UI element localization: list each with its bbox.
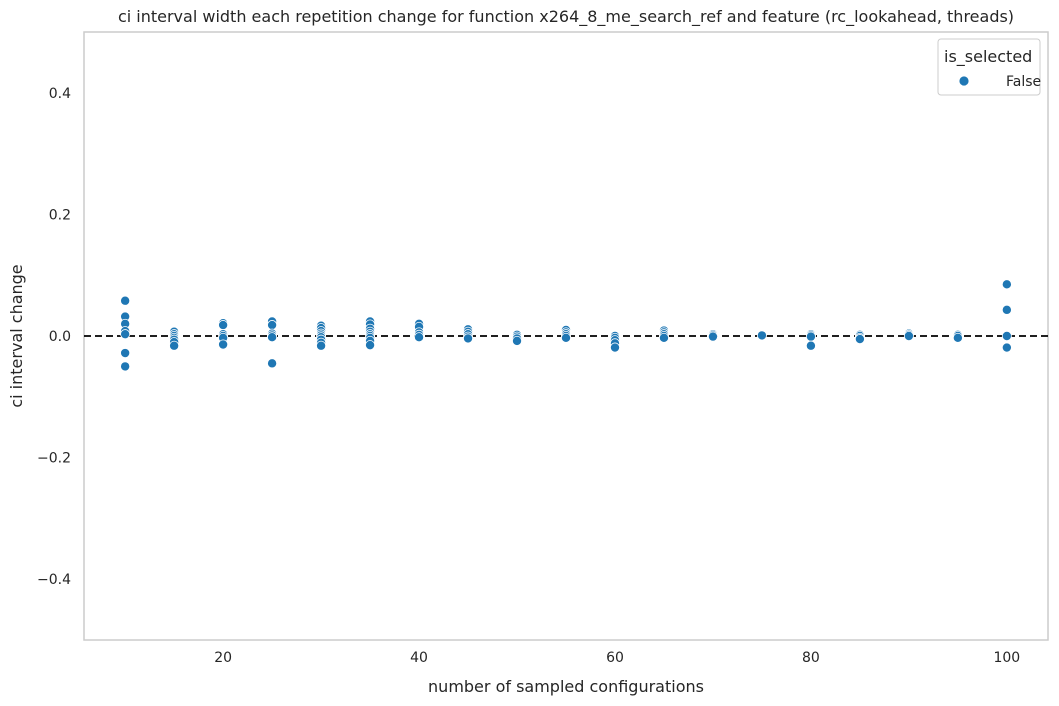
x-tick-label: 40	[410, 650, 428, 666]
data-point	[120, 329, 131, 340]
chart-title: ci interval width each repetition change…	[118, 7, 1014, 27]
x-tick-label: 100	[993, 650, 1020, 666]
data-point	[561, 332, 572, 343]
legend-entry-label: False	[1006, 74, 1041, 90]
data-point	[463, 333, 474, 344]
y-tick-label: 0.4	[49, 86, 71, 102]
data-point	[365, 340, 376, 351]
y-tick-label: 0.2	[49, 207, 71, 223]
scatter-points	[120, 279, 1012, 372]
data-point	[854, 334, 865, 345]
data-point	[658, 332, 669, 343]
y-tick-label: −0.4	[37, 572, 71, 588]
data-point	[316, 340, 327, 351]
data-point	[756, 330, 767, 341]
data-point	[1001, 304, 1012, 315]
data-point	[609, 342, 620, 353]
data-point	[169, 340, 180, 351]
legend: is_selected False	[937, 38, 1041, 96]
data-point	[903, 330, 914, 341]
data-point	[707, 331, 718, 342]
data-point	[218, 339, 229, 350]
data-point	[414, 332, 425, 343]
data-point	[805, 340, 816, 351]
x-tick-label: 60	[606, 650, 624, 666]
data-point	[1001, 342, 1012, 353]
y-tick-label: 0.0	[49, 329, 71, 345]
legend-title: is_selected	[944, 47, 1032, 67]
data-point	[1001, 279, 1012, 290]
axis-ticks: 20 40 60 80 100 −0.4 −0.2 0.0 0.2 0.4	[37, 86, 1020, 666]
data-point	[267, 332, 278, 343]
y-axis-label: ci interval change	[7, 264, 26, 407]
data-point	[120, 361, 131, 372]
data-point	[218, 320, 229, 331]
data-point	[952, 332, 963, 343]
y-tick-label: −0.2	[37, 451, 71, 467]
x-tick-label: 20	[214, 650, 232, 666]
legend-marker	[958, 75, 970, 87]
data-point	[512, 335, 523, 346]
data-point	[805, 331, 816, 342]
x-axis-label: number of sampled configurations	[428, 677, 704, 696]
data-point	[1001, 330, 1012, 341]
data-point	[120, 348, 131, 359]
data-point	[267, 320, 278, 331]
data-point	[267, 358, 278, 369]
x-tick-label: 80	[802, 650, 820, 666]
data-point	[120, 295, 131, 306]
